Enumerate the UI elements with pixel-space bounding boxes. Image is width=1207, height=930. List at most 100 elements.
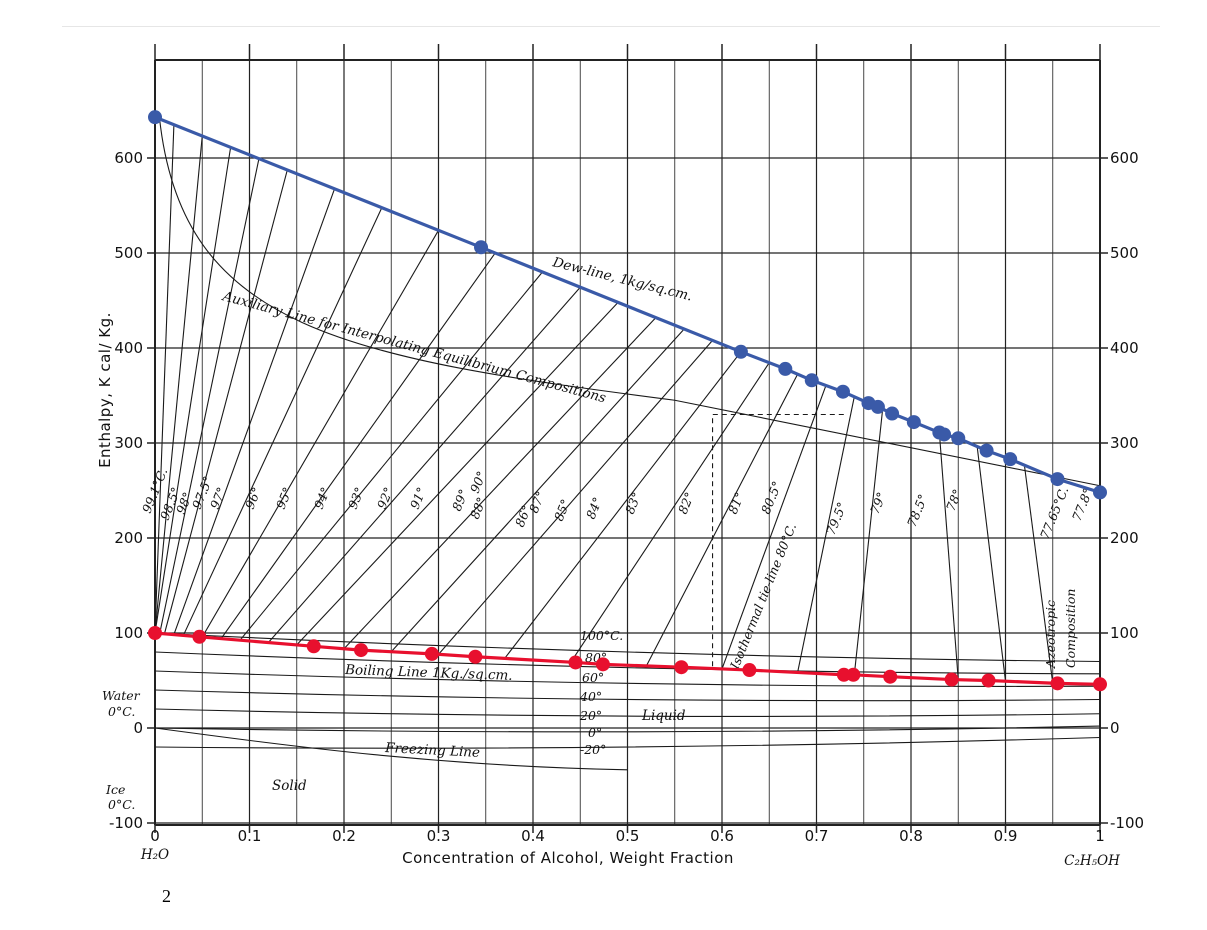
tie-line-temp-label: 79° bbox=[867, 490, 889, 516]
freezing-line-label: Freezing Line bbox=[384, 740, 481, 761]
auxiliary-line bbox=[159, 119, 1101, 487]
x-tick-label: 0.3 bbox=[427, 827, 451, 845]
series-point-1-6 bbox=[568, 655, 583, 670]
series-point-0-7 bbox=[870, 399, 885, 414]
series-point-1-7 bbox=[595, 657, 610, 672]
tie-line-23 bbox=[976, 446, 1007, 682]
azeotropic-label-2: Composition bbox=[1063, 589, 1078, 668]
water-label-2: 0°C. bbox=[108, 704, 135, 719]
x-tick-label: 0.9 bbox=[994, 827, 1018, 845]
isotherm-4 bbox=[154, 708, 1101, 717]
page-number: 2 bbox=[162, 886, 171, 906]
series-point-0-8 bbox=[885, 406, 900, 421]
construction-dashed-line bbox=[712, 413, 845, 667]
y-tick-label-left: 300 bbox=[114, 434, 143, 452]
ice-label-1: Ice bbox=[105, 782, 125, 797]
series-point-1-1 bbox=[192, 629, 207, 644]
series-point-0-9 bbox=[906, 415, 921, 430]
series-point-0-14 bbox=[1003, 452, 1018, 467]
tie-line-temp-label: 95° bbox=[273, 485, 295, 511]
series-point-1-12 bbox=[883, 669, 898, 684]
y-tick-label-right: -100 bbox=[1110, 814, 1144, 832]
tie-line-temp-label: 78.5° bbox=[904, 492, 931, 529]
y-tick-label-right: 300 bbox=[1110, 434, 1139, 452]
tie-line-15 bbox=[504, 351, 742, 659]
x-tick-label: 0.4 bbox=[521, 827, 545, 845]
y-tick-label-right: 100 bbox=[1110, 624, 1139, 642]
tie-line-24 bbox=[1023, 465, 1054, 684]
y-tick-label-right: 600 bbox=[1110, 149, 1139, 167]
x-tick-label: 0.8 bbox=[899, 827, 923, 845]
y-tick-label-right: 0 bbox=[1110, 719, 1120, 737]
tie-line-2 bbox=[154, 147, 232, 634]
series-0 bbox=[148, 110, 1107, 500]
tie-line-5 bbox=[173, 188, 336, 635]
tie-line-19 bbox=[797, 396, 855, 673]
series-point-1-4 bbox=[424, 646, 439, 661]
freezing-line bbox=[154, 727, 628, 771]
isotherm-2 bbox=[154, 670, 1101, 687]
liquid-region-label: Liquid bbox=[641, 708, 686, 724]
isotherm-label: -20° bbox=[580, 742, 606, 757]
x-end-label-right: C₂H₅OH bbox=[1064, 853, 1120, 869]
tie-line-temp-label: 78° bbox=[943, 487, 965, 513]
series-point-1-2 bbox=[306, 639, 321, 654]
x-end-label-left: H₂O bbox=[140, 847, 169, 863]
background-curves bbox=[154, 119, 1101, 771]
tie-line-temp-label: 77.8° bbox=[1069, 486, 1096, 523]
tie-line-7 bbox=[201, 230, 439, 638]
series-point-0-15 bbox=[1050, 472, 1065, 487]
series-point-0-0 bbox=[148, 110, 162, 125]
x-tick-label: 0.7 bbox=[805, 827, 829, 845]
series-point-1-8 bbox=[674, 660, 689, 675]
x-tick-label: 0.5 bbox=[616, 827, 640, 845]
grid-lines bbox=[147, 44, 1108, 833]
tie-line-12 bbox=[343, 317, 657, 650]
series-point-1-13 bbox=[944, 672, 959, 687]
isotherm-label: 60° bbox=[582, 670, 604, 685]
tie-line-18 bbox=[721, 385, 827, 670]
x-tick-label: 0.2 bbox=[332, 827, 356, 845]
series-1 bbox=[148, 626, 1107, 692]
isotherm-label: 0° bbox=[588, 725, 602, 740]
tie-line-4 bbox=[163, 169, 288, 634]
series-point-0-4 bbox=[804, 373, 819, 388]
y-tick-label-left: 0 bbox=[133, 719, 143, 737]
series-point-0-11 bbox=[937, 427, 952, 442]
boiling-line-label: Boiling Line 1Kg./sq.cm. bbox=[344, 662, 513, 684]
series-point-0-1 bbox=[474, 240, 489, 255]
azeotropic-label-1: Azeotropic bbox=[1043, 600, 1058, 669]
y-tick-label-left: 200 bbox=[114, 529, 143, 547]
tie-line-temp-label: 92° bbox=[374, 485, 396, 511]
x-tick-label: 0.1 bbox=[238, 827, 262, 845]
tie-line-17 bbox=[645, 373, 799, 667]
series-point-1-5 bbox=[468, 649, 483, 664]
y-tick-label-right: 400 bbox=[1110, 339, 1139, 357]
tie-line-3 bbox=[159, 158, 260, 634]
series-point-0-2 bbox=[733, 344, 748, 359]
tie-line-9 bbox=[239, 271, 543, 641]
isotherm-5 bbox=[154, 725, 1101, 733]
series-point-0-16 bbox=[1093, 485, 1107, 500]
x-axis-title: Concentration of Alcohol, Weight Fractio… bbox=[402, 849, 734, 867]
tie-line-temp-label: 87° bbox=[526, 489, 548, 515]
tie-line-temp-label: 81° bbox=[725, 490, 747, 516]
y-axis-title: Enthalpy, K cal/ Kg. bbox=[96, 312, 114, 468]
x-tick-label: 0.6 bbox=[710, 827, 734, 845]
isotherm-0 bbox=[154, 632, 1101, 663]
tie-line-temp-label: 79.5° bbox=[823, 500, 850, 537]
tie-line-temp-label: 94° bbox=[311, 485, 333, 511]
x-tick-label: 1 bbox=[1095, 827, 1105, 845]
tie-line-10 bbox=[267, 286, 581, 643]
isotherm-label: 100°C. bbox=[580, 628, 623, 643]
solid-region-label: Solid bbox=[272, 778, 307, 794]
isotherm-label: 40° bbox=[579, 689, 602, 704]
y-tick-label-left: 400 bbox=[114, 339, 143, 357]
tie-line-temp-label: 82° bbox=[675, 490, 697, 516]
isotherm-3 bbox=[154, 689, 1101, 702]
y-tick-label-left: 500 bbox=[114, 244, 143, 262]
y-tick-label-left: 100 bbox=[114, 624, 143, 642]
tie-line-20 bbox=[853, 409, 884, 675]
tie-line-temp-label: 77.65°C. bbox=[1037, 484, 1072, 541]
